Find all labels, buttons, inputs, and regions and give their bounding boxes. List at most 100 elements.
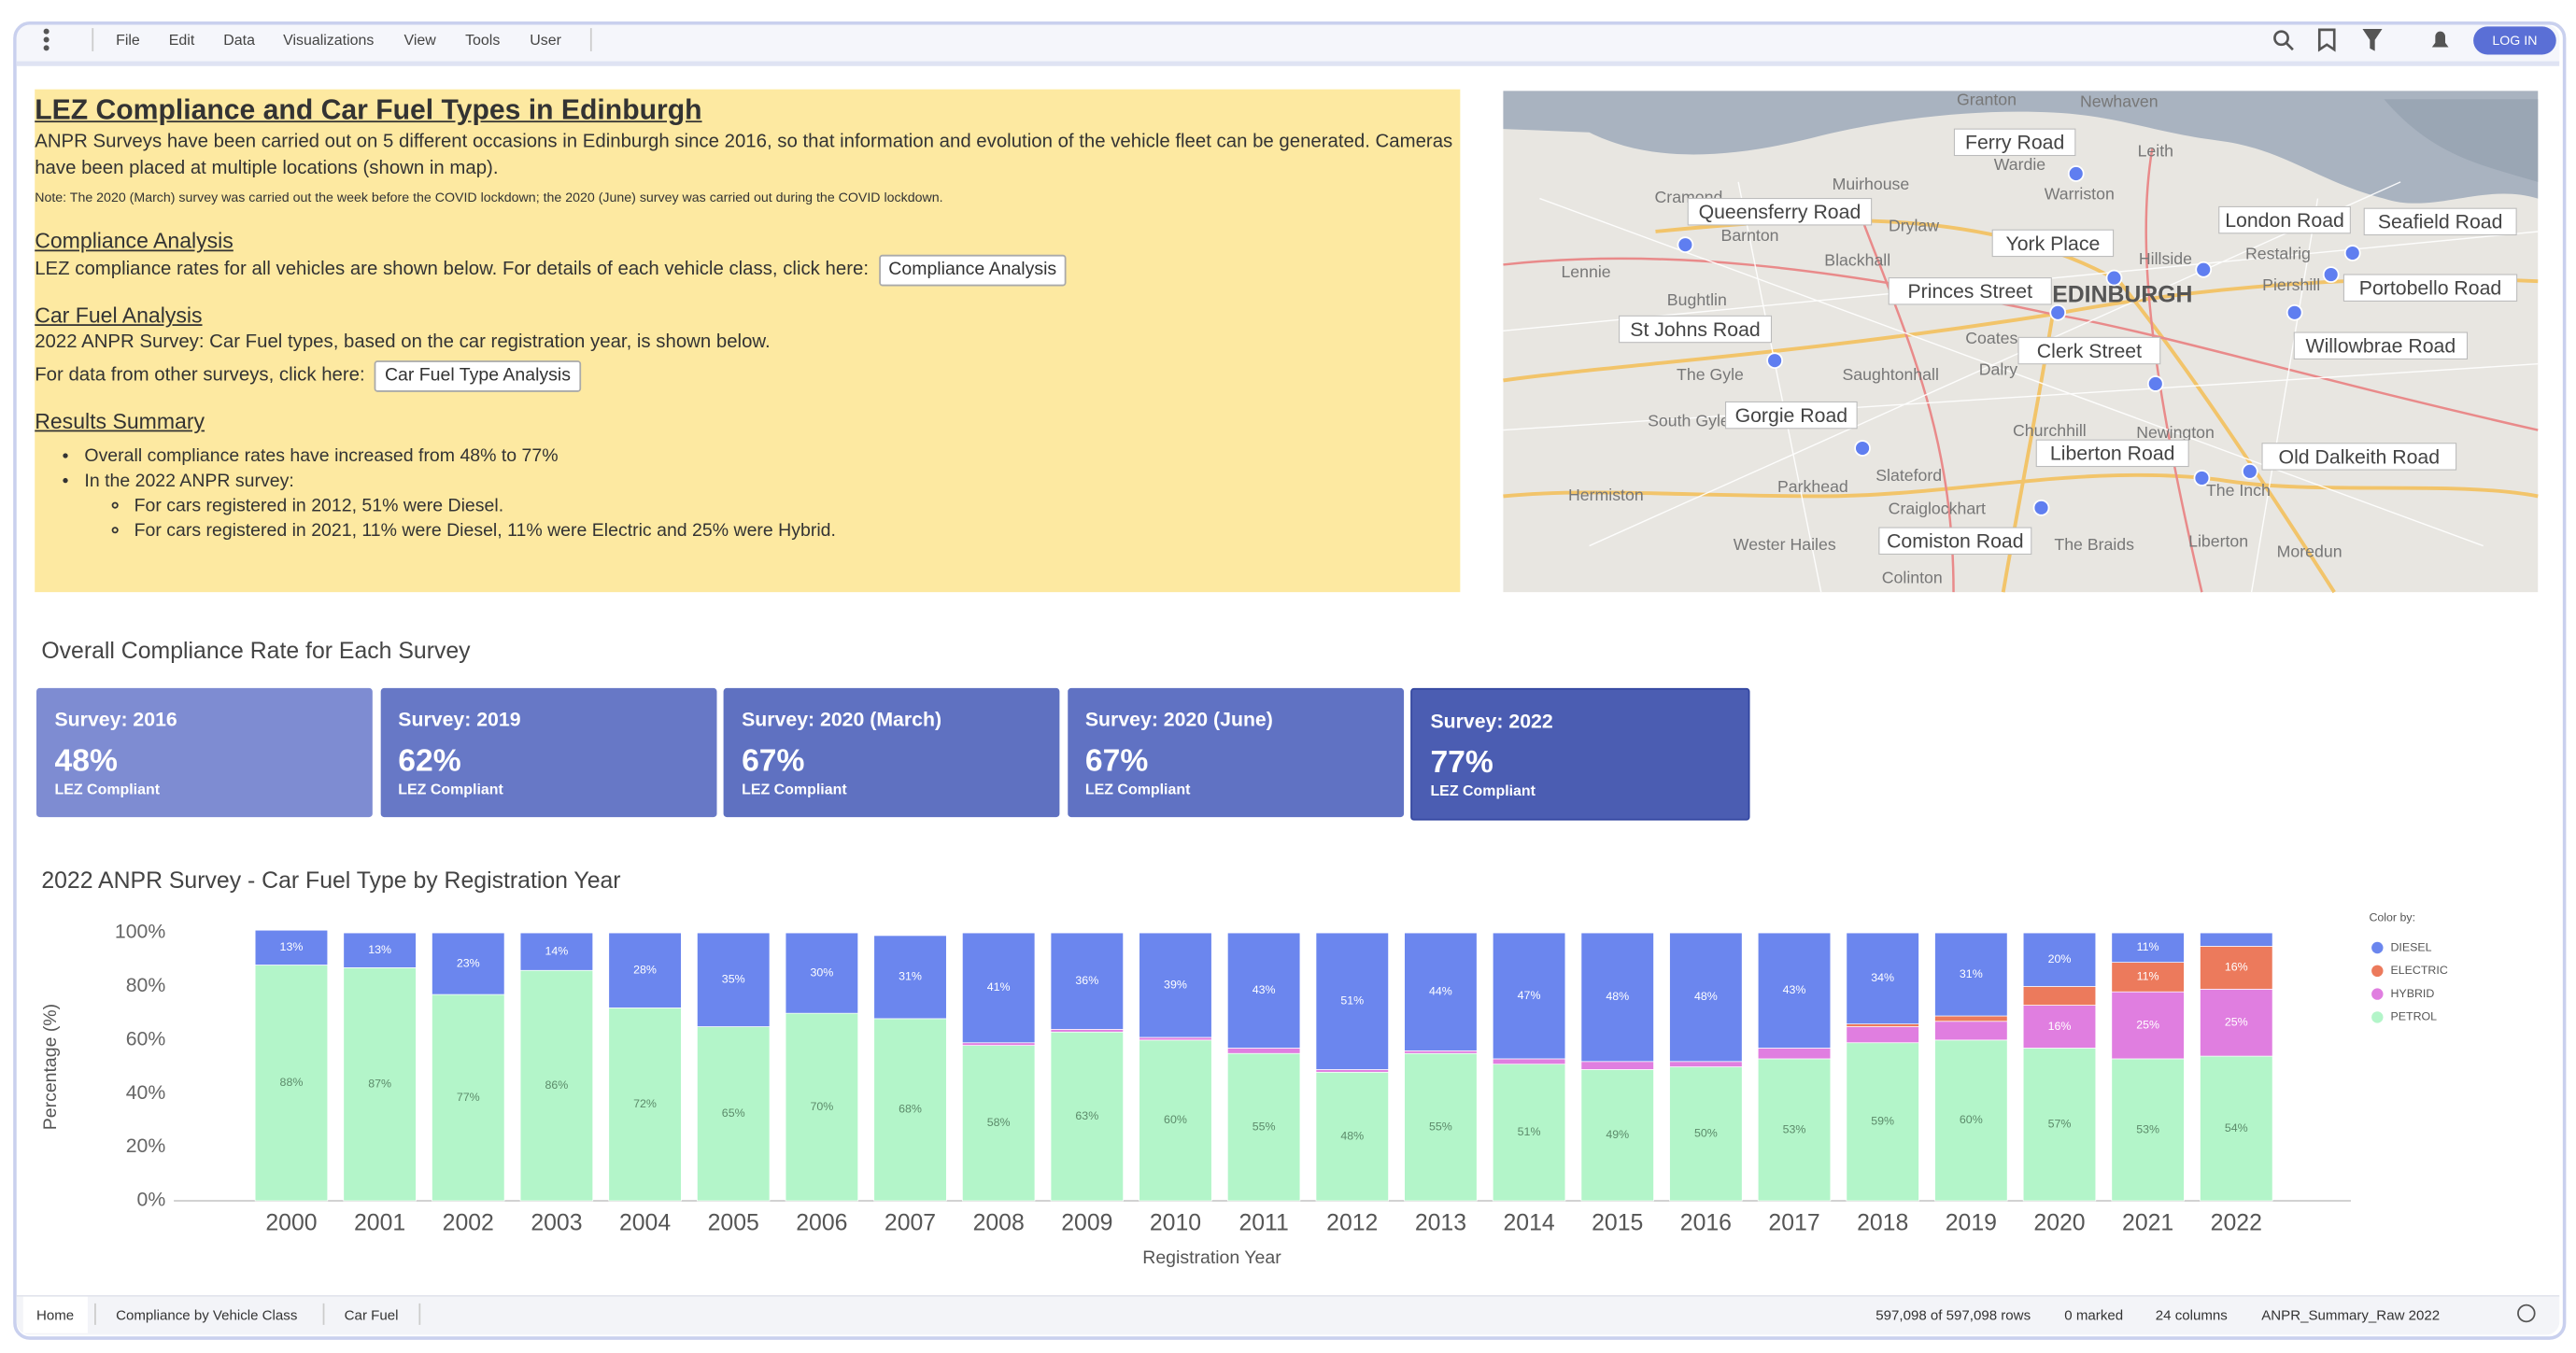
legend-label: HYBRID [2390,987,2434,1000]
bar-segment [608,1008,682,1202]
map-place: Wester Hailes [1734,535,1836,554]
kpi-caption: LEZ Compliant [54,781,161,797]
bar-segment [1846,932,1919,1024]
map-place: Coates [1965,329,2017,347]
data-label: 49% [1606,1128,1629,1141]
location-label-box [2342,274,2518,302]
data-label: 63% [1075,1109,1098,1122]
location-label: Comiston Road [1887,530,2024,553]
menu-item[interactable]: File [116,31,140,49]
bar-segment [2022,932,2097,987]
data-label: 60% [1164,1113,1187,1126]
map-place: Newhaven [2080,92,2158,111]
kpi-value: 62% [398,744,461,780]
bar-segment [2022,986,2097,1006]
bar-segment [1404,932,1478,1051]
map-place: Warriston [2045,185,2115,204]
data-label: 51% [1518,1125,1541,1138]
data-label: 35% [722,973,745,986]
text: 2022 ANPR Survey: Car Fuel types, based … [35,332,771,353]
location-label-box [2035,439,2189,468]
data-label: 87% [368,1077,391,1090]
tab[interactable]: Home [22,1296,88,1333]
bar-segment [1139,1039,1212,1202]
bar-segment [1846,1026,1919,1044]
note: Note: The 2020 (March) survey was carrie… [35,190,943,205]
menu-item[interactable]: User [530,31,561,49]
camera-marker [2322,266,2340,283]
map-place: The Braids [2054,535,2134,554]
x-tick-label: 2015 [1592,1210,1643,1235]
bar-segment [2111,932,2185,963]
tab[interactable]: Compliance by Vehicle Class [116,1306,298,1324]
button[interactable]: Car Fuel Type Analysis [375,360,581,392]
map-place: Parkhead [1777,477,1848,496]
x-tick-label: 2013 [1415,1210,1466,1235]
kpi-card[interactable]: Survey: 2020 (March) 67% LEZ Compliant [723,687,1060,818]
button[interactable]: Compliance Analysis [878,254,1067,287]
data-label: 86% [545,1078,569,1092]
menu-item[interactable]: Data [223,31,255,49]
legend-swatch [2371,941,2384,954]
location-label: Seafield Road [2378,211,2503,233]
location-label-box [1878,527,2032,555]
kpi-caption: LEZ Compliant [1084,781,1191,797]
heading: Compliance Analysis [35,228,234,254]
kpi-title: Survey: 2016 [54,708,177,731]
x-tick-label: 2008 [973,1210,1025,1235]
kpi-card[interactable]: Survey: 2020 (June) 67% LEZ Compliant [1067,687,1404,818]
menu-item[interactable]: Visualizations [283,31,375,49]
status-item: ANPR_Summary_Raw 2022 [2261,1306,2441,1324]
menu-item[interactable]: Tools [465,31,501,49]
bar-segment [432,932,505,995]
y-tick-label: 60% [126,1027,166,1050]
data-label: 68% [899,1103,922,1116]
bar-segment [1315,932,1389,1070]
kpi-title: Survey: 2020 (March) [742,708,942,731]
x-tick-label: 2020 [2033,1210,2085,1235]
map-place: Dalry [1979,359,2017,378]
kpi-title: Survey: 2019 [398,708,521,731]
bar-segment [1492,932,1566,1060]
location-label-box [1687,198,1873,226]
data-label: 51% [1340,994,1364,1008]
map-place: Newington [2136,423,2215,442]
y-tick-label: 20% [126,1135,166,1157]
data-label: 28% [633,964,657,977]
text-row: For data from other surveys, click here:… [35,360,1460,392]
login-button[interactable]: LOG IN [2473,26,2556,55]
map-place: Granton [1957,91,2017,109]
text: For data from other surveys, click here: [35,365,365,386]
bar-segment [1757,932,1832,1049]
summary-subitem: For cars registered in 2021, 11% were Di… [134,519,1461,544]
map-place: Craiglockhart [1889,499,1986,517]
data-label: 34% [1871,971,1894,984]
bar-segment [519,932,594,971]
legend-label: DIESEL [2390,940,2431,953]
camera-marker [2286,303,2303,321]
tab[interactable]: Car Fuel [344,1306,399,1324]
menu-item[interactable]: View [403,31,436,49]
kpi-card[interactable]: Survey: 2022 77% LEZ Compliant [1410,687,1750,821]
kpi-title: Survey: 2020 (June) [1084,708,1273,731]
map-place: Saughtonhall [1842,365,1938,384]
kpi-value: 77% [1430,745,1493,782]
x-tick-label: 2005 [708,1210,759,1235]
map-place: Hermiston [1568,486,1644,504]
x-tick-label: 2003 [531,1210,582,1235]
legend-label: ELECTRIC [2390,964,2447,977]
window-frame [13,21,2567,1340]
kpi-caption: LEZ Compliant [398,781,503,797]
kpi-card[interactable]: Survey: 2016 48% LEZ Compliant [35,687,373,818]
bar-segment [1226,1048,1301,1054]
bar-segment [1580,1069,1654,1202]
bar-segment [1757,1048,1832,1060]
kpi-caption: LEZ Compliant [1430,782,1536,799]
data-label: 48% [1606,990,1629,1003]
bar-segment [1226,1052,1301,1202]
data-label: 55% [1429,1120,1452,1133]
summary-list: Overall compliance rates have increased … [35,445,1460,544]
menu-item[interactable]: Edit [168,31,195,49]
kpi-card[interactable]: Survey: 2019 62% LEZ Compliant [379,687,716,818]
